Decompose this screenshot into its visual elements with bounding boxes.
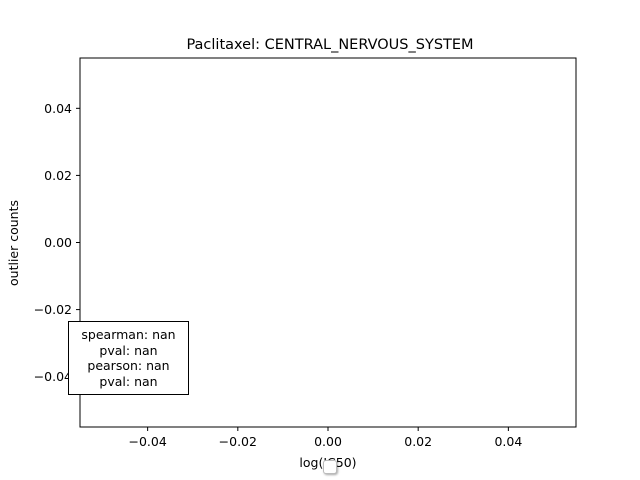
x-tick-label: −0.04	[128, 434, 166, 449]
x-axis-ticks: −0.04 −0.02 0.00 0.02 0.04	[128, 427, 522, 449]
y-tick-label: −0.04	[34, 369, 72, 384]
y-tick-label: 0.02	[44, 168, 72, 183]
mouse-cursor-icon	[323, 460, 337, 474]
chart-title: Paclitaxel: CENTRAL_NERVOUS_SYSTEM	[186, 37, 473, 53]
y-axis-ticks: 0.04 0.02 0.00 −0.02 −0.04	[34, 101, 80, 384]
x-tick-label: 0.02	[404, 434, 432, 449]
y-tick-label: 0.04	[44, 101, 72, 116]
x-tick-label: −0.02	[219, 434, 257, 449]
stats-pearson: pearson: nan	[87, 358, 170, 373]
x-tick-label: 0.00	[314, 434, 342, 449]
y-axis-label: outlier counts	[6, 200, 21, 286]
stats-annotation-box: spearman: nan pval: nan pearson: nan pva…	[68, 321, 189, 395]
stats-pearson-pval: pval: nan	[99, 373, 158, 389]
x-tick-label: 0.04	[494, 434, 522, 449]
y-tick-label: −0.02	[34, 302, 72, 317]
stats-spearman-pval: pval: nan	[99, 342, 158, 358]
y-tick-label: 0.00	[44, 235, 72, 250]
stats-spearman: spearman: nan	[81, 327, 176, 342]
